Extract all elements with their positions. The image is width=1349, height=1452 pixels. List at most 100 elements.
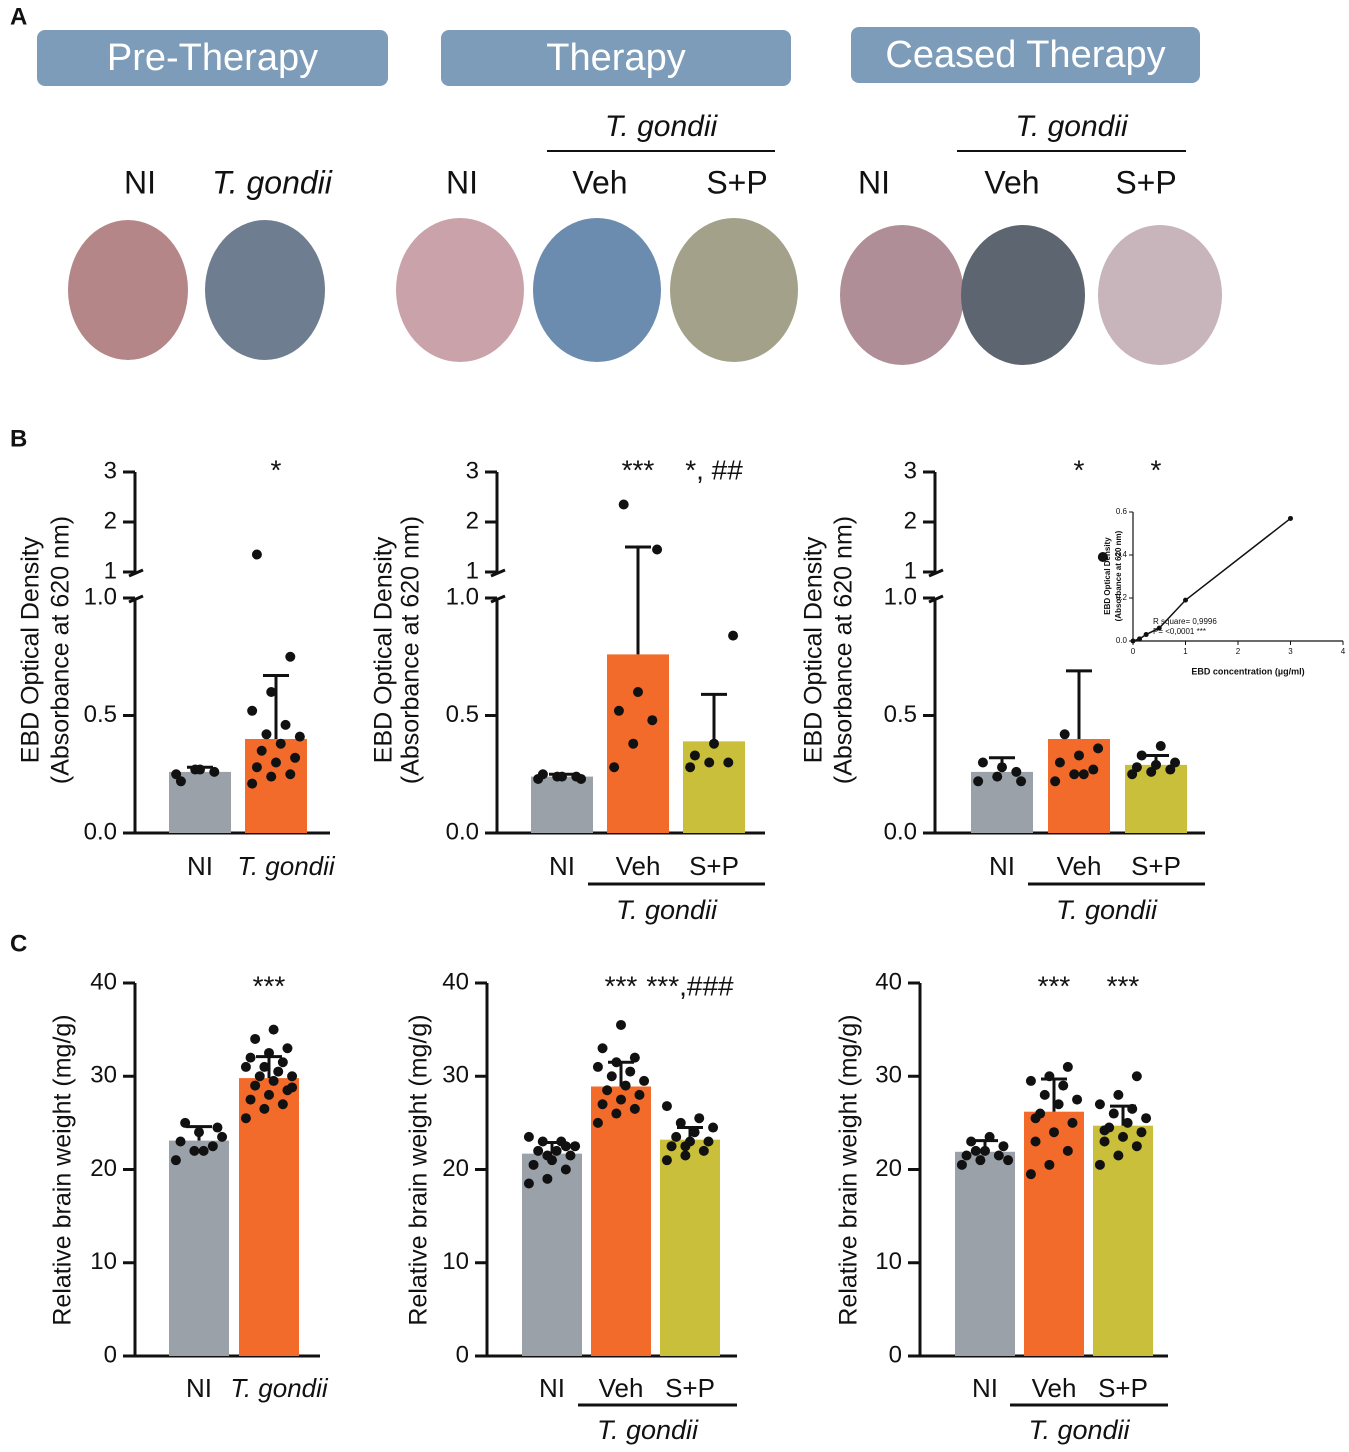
data-point bbox=[609, 762, 620, 773]
data-point bbox=[285, 769, 296, 780]
data-point bbox=[247, 705, 258, 716]
data-point bbox=[180, 1117, 191, 1128]
data-point bbox=[1078, 769, 1089, 780]
data-point bbox=[966, 1136, 977, 1147]
data-point bbox=[980, 1145, 990, 1156]
x-tick-label: Veh bbox=[1032, 1373, 1077, 1403]
data-point bbox=[661, 1155, 672, 1166]
data-point bbox=[633, 687, 643, 697]
data-point bbox=[680, 1141, 691, 1152]
y-axis-label: Relative brain weight (mg/g) bbox=[405, 1014, 433, 1325]
axis-break bbox=[928, 594, 944, 604]
data-point bbox=[1136, 750, 1147, 761]
data-point bbox=[247, 778, 258, 789]
data-point bbox=[1093, 743, 1104, 754]
data-point bbox=[528, 1159, 539, 1170]
group-label: NI bbox=[858, 164, 890, 200]
data-point bbox=[723, 757, 734, 768]
y-tick-label: 0.0 bbox=[84, 818, 117, 845]
data-point bbox=[1113, 1150, 1124, 1161]
data-point bbox=[1030, 1136, 1041, 1147]
group-label: T. gondii bbox=[212, 164, 333, 200]
data-point bbox=[275, 738, 286, 749]
x-tick-label: NI bbox=[989, 851, 1015, 881]
data-point bbox=[245, 1052, 256, 1063]
data-point bbox=[998, 1141, 1009, 1152]
data-point bbox=[1062, 1061, 1073, 1072]
x-tick-label: Veh bbox=[616, 851, 661, 881]
significance-label: * bbox=[1151, 454, 1162, 485]
data-point bbox=[1062, 1145, 1073, 1156]
data-point bbox=[240, 1113, 251, 1124]
data-point bbox=[542, 1150, 553, 1161]
data-point bbox=[647, 715, 658, 726]
inset-point bbox=[1156, 625, 1162, 631]
data-point bbox=[560, 1164, 571, 1175]
brain-image bbox=[961, 225, 1085, 365]
x-tick-label: S+P bbox=[1131, 851, 1181, 881]
data-point bbox=[956, 1159, 967, 1170]
x-tick-label: S+P bbox=[689, 851, 739, 881]
significance-label: ***,### bbox=[646, 970, 734, 1001]
y-axis-label: Relative brain weight (mg/g) bbox=[835, 1014, 863, 1325]
y-axis-label: (Absorbance at 620 nm) bbox=[830, 516, 858, 784]
inset-annotation: R square= 0,9996 bbox=[1153, 617, 1217, 626]
data-point bbox=[620, 1080, 631, 1091]
phase-title: Therapy bbox=[546, 37, 685, 79]
data-point bbox=[602, 1085, 613, 1096]
data-point bbox=[259, 1061, 270, 1072]
data-point bbox=[1099, 1136, 1110, 1147]
bar bbox=[591, 1086, 651, 1356]
data-point bbox=[698, 1145, 709, 1156]
bar bbox=[169, 1140, 229, 1356]
bar bbox=[239, 1078, 299, 1356]
data-point bbox=[1113, 1089, 1124, 1100]
x-tick-label: T. gondii bbox=[230, 1373, 329, 1403]
y-tick-label: 30 bbox=[90, 1062, 117, 1089]
data-point bbox=[639, 1075, 650, 1086]
significance-label: *** bbox=[605, 970, 638, 1001]
inset-x-label: EBD concentration (µg/ml) bbox=[1191, 666, 1304, 676]
data-point bbox=[565, 1150, 576, 1161]
data-point bbox=[606, 1071, 617, 1082]
data-point bbox=[277, 1099, 288, 1110]
data-point bbox=[570, 1141, 581, 1152]
group-label: NI bbox=[446, 164, 478, 200]
data-point bbox=[1136, 1127, 1147, 1138]
inset-x-tick-label: 0 bbox=[1131, 647, 1136, 656]
y-tick-label: 2 bbox=[104, 507, 117, 534]
y-axis-label: EBD Optical Density bbox=[370, 536, 398, 763]
group-label: S+P bbox=[706, 164, 767, 200]
data-point bbox=[266, 687, 277, 697]
y-tick-label: 0 bbox=[104, 1341, 117, 1368]
inset-x-tick-label: 4 bbox=[1341, 647, 1346, 656]
data-point bbox=[997, 762, 1007, 773]
data-point bbox=[1131, 1071, 1142, 1082]
y-axis-label: EBD Optical Density bbox=[800, 536, 828, 763]
data-point bbox=[973, 776, 984, 787]
data-point bbox=[533, 1145, 544, 1156]
data-point bbox=[1097, 552, 1108, 562]
inset-point bbox=[1288, 515, 1293, 521]
brain-image bbox=[68, 220, 188, 360]
data-point bbox=[175, 776, 186, 787]
y-tick-label: 40 bbox=[90, 968, 117, 995]
axis-break bbox=[128, 594, 144, 604]
data-point bbox=[629, 1052, 640, 1063]
data-point bbox=[1122, 1117, 1133, 1128]
y-tick-label: 10 bbox=[90, 1248, 117, 1275]
data-point bbox=[1030, 1113, 1041, 1124]
phase-banner bbox=[441, 30, 791, 86]
group-label: S+P bbox=[1115, 164, 1176, 200]
data-point bbox=[709, 738, 719, 749]
inset-y-label: EBD Optical Density bbox=[1103, 537, 1112, 615]
data-point bbox=[259, 1103, 270, 1114]
data-point bbox=[1165, 764, 1176, 775]
y-tick-label: 3 bbox=[904, 457, 917, 484]
data-point bbox=[245, 1094, 256, 1105]
data-point bbox=[1003, 1155, 1014, 1166]
inset-y-tick-label: 0.6 bbox=[1116, 507, 1128, 516]
phase-banner bbox=[851, 27, 1200, 83]
y-tick-label: 3 bbox=[466, 457, 479, 484]
data-point bbox=[175, 1136, 186, 1147]
